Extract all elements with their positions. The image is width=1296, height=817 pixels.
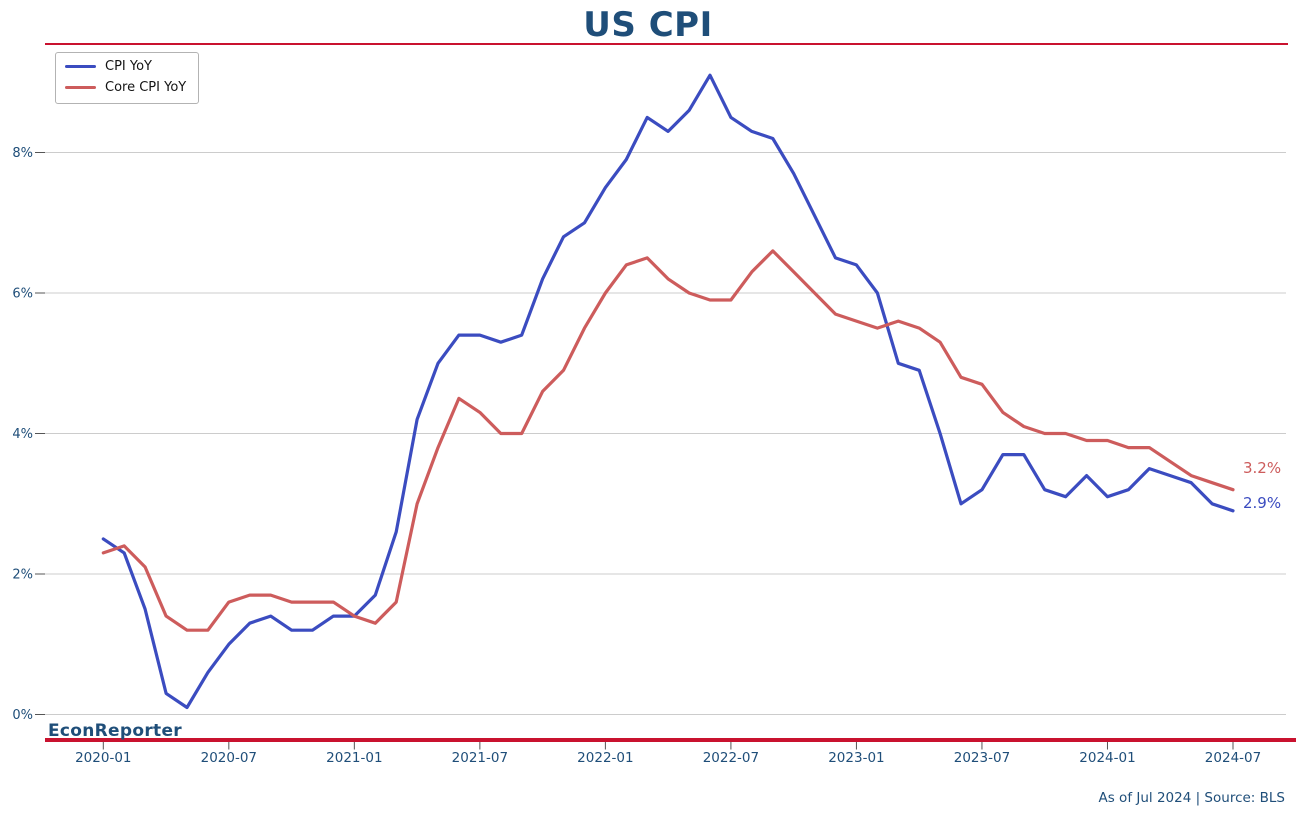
legend-item-core-cpi: Core CPI YoY bbox=[65, 81, 186, 94]
legend-swatch-cpi bbox=[65, 64, 96, 69]
y-tick-label: 4% bbox=[12, 427, 33, 442]
legend: CPI YoY Core CPI YoY bbox=[55, 52, 200, 104]
end-label-core-cpi: 3.2% bbox=[1243, 459, 1282, 477]
legend-swatch-core-cpi bbox=[65, 85, 96, 90]
source-note: As of Jul 2024 | Source: BLS bbox=[1098, 790, 1286, 806]
x-tick-label: 2022-01 bbox=[577, 750, 633, 766]
y-tick-label: 0% bbox=[12, 708, 33, 723]
x-tick-label: 2021-01 bbox=[326, 750, 382, 766]
top-accent-rule bbox=[45, 43, 1288, 45]
y-tick-label: 8% bbox=[12, 146, 33, 161]
x-tick-label: 2023-07 bbox=[954, 750, 1010, 766]
end-label-cpi: 2.9% bbox=[1243, 494, 1282, 512]
bottom-accent-rule bbox=[45, 738, 1296, 742]
y-tick-label: 6% bbox=[12, 287, 33, 302]
legend-label-cpi: CPI YoY bbox=[105, 59, 152, 74]
legend-label-core-cpi: Core CPI YoY bbox=[105, 80, 187, 95]
y-tick-label: 2% bbox=[12, 568, 33, 583]
x-tick-label: 2020-07 bbox=[201, 750, 257, 766]
series-line-core-cpi-yoy bbox=[101, 249, 1235, 632]
x-tick-label: 2022-07 bbox=[703, 750, 759, 766]
x-tick-label: 2021-07 bbox=[452, 750, 508, 766]
x-tick-label: 2020-01 bbox=[75, 750, 131, 766]
legend-item-cpi: CPI YoY bbox=[65, 60, 186, 73]
brand-econreporter: EconReporter bbox=[48, 721, 182, 741]
series-line-cpi-yoy bbox=[101, 73, 1235, 710]
chart-title: US CPI bbox=[583, 5, 713, 45]
x-tick-label: 2024-07 bbox=[1205, 750, 1261, 766]
x-tick-label: 2023-01 bbox=[828, 750, 884, 766]
x-tick-label: 2024-01 bbox=[1079, 750, 1135, 766]
